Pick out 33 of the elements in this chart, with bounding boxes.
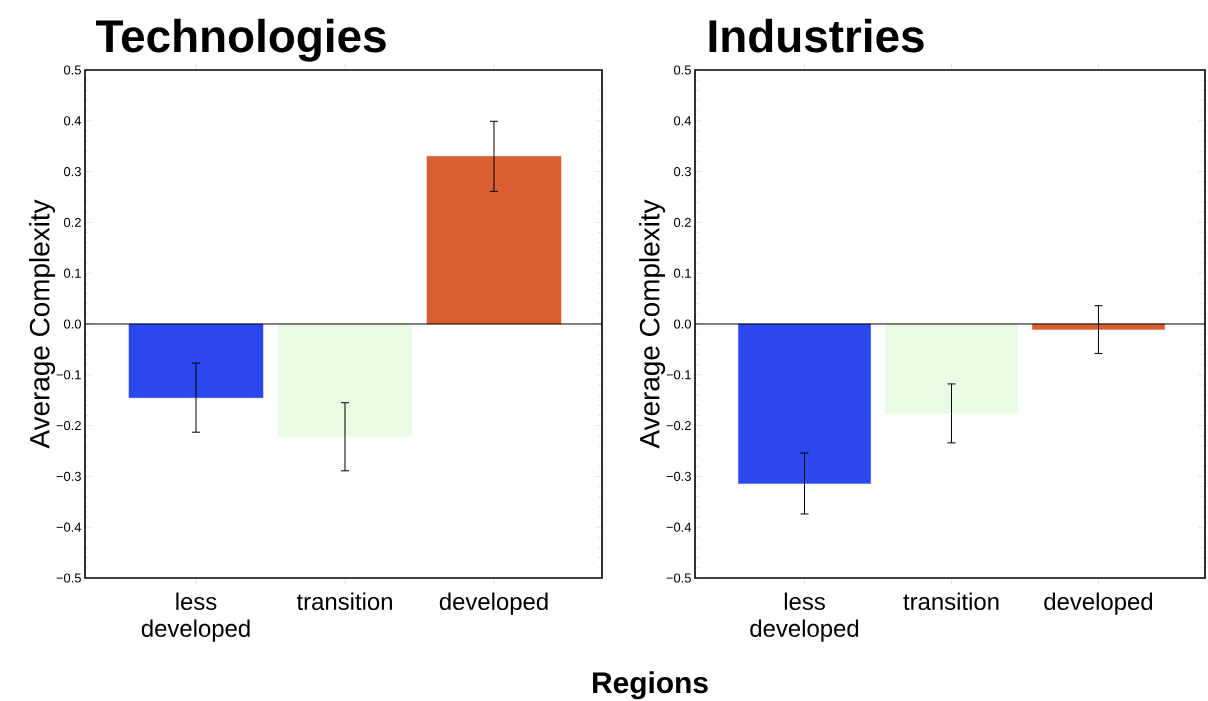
x-tick-label: developed <box>439 592 548 615</box>
y-tick-label: 0.4 <box>63 116 82 126</box>
y-axis-title: Average Complexity <box>639 199 666 449</box>
y-tick-label: 0.2 <box>673 217 691 227</box>
chart-title: Industries <box>709 18 924 53</box>
x-axis-title: Regions <box>593 671 708 700</box>
y-tick-label: −0.1 <box>666 370 691 380</box>
y-tick-label: 0.5 <box>673 65 691 75</box>
y-tick-label: −0.4 <box>666 522 692 532</box>
chart-title: Technologies <box>96 18 386 62</box>
y-tick-label: −0.1 <box>56 370 81 380</box>
y-tick-label: 0.3 <box>63 166 81 177</box>
y-tick-label: −0.2 <box>56 420 81 431</box>
y-tick-label: −0.5 <box>666 573 691 583</box>
x-tick-label: less developed <box>750 592 859 642</box>
y-tick-label: 0.3 <box>673 166 691 177</box>
y-tick-label: 0.0 <box>63 319 81 329</box>
y-tick-label: −0.3 <box>666 471 691 481</box>
y-axis-title: Average Complexity <box>29 199 56 449</box>
y-tick-label: 0.0 <box>673 319 691 329</box>
y-tick-label: 0.1 <box>63 268 81 278</box>
x-tick-label: developed <box>1044 592 1153 615</box>
y-tick-label: 0.2 <box>63 217 81 227</box>
y-tick-label: −0.2 <box>666 420 691 431</box>
y-tick-label: 0.1 <box>673 268 691 278</box>
y-tick-label: 0.5 <box>63 65 81 75</box>
x-tick-label: transition <box>296 592 392 611</box>
y-tick-label: −0.4 <box>56 522 82 532</box>
y-tick-label: −0.5 <box>56 573 81 583</box>
y-tick-label: −0.3 <box>56 471 81 481</box>
y-tick-label: 0.4 <box>673 116 692 126</box>
x-tick-label: transition <box>903 592 999 611</box>
x-tick-label: less developed <box>141 592 250 642</box>
